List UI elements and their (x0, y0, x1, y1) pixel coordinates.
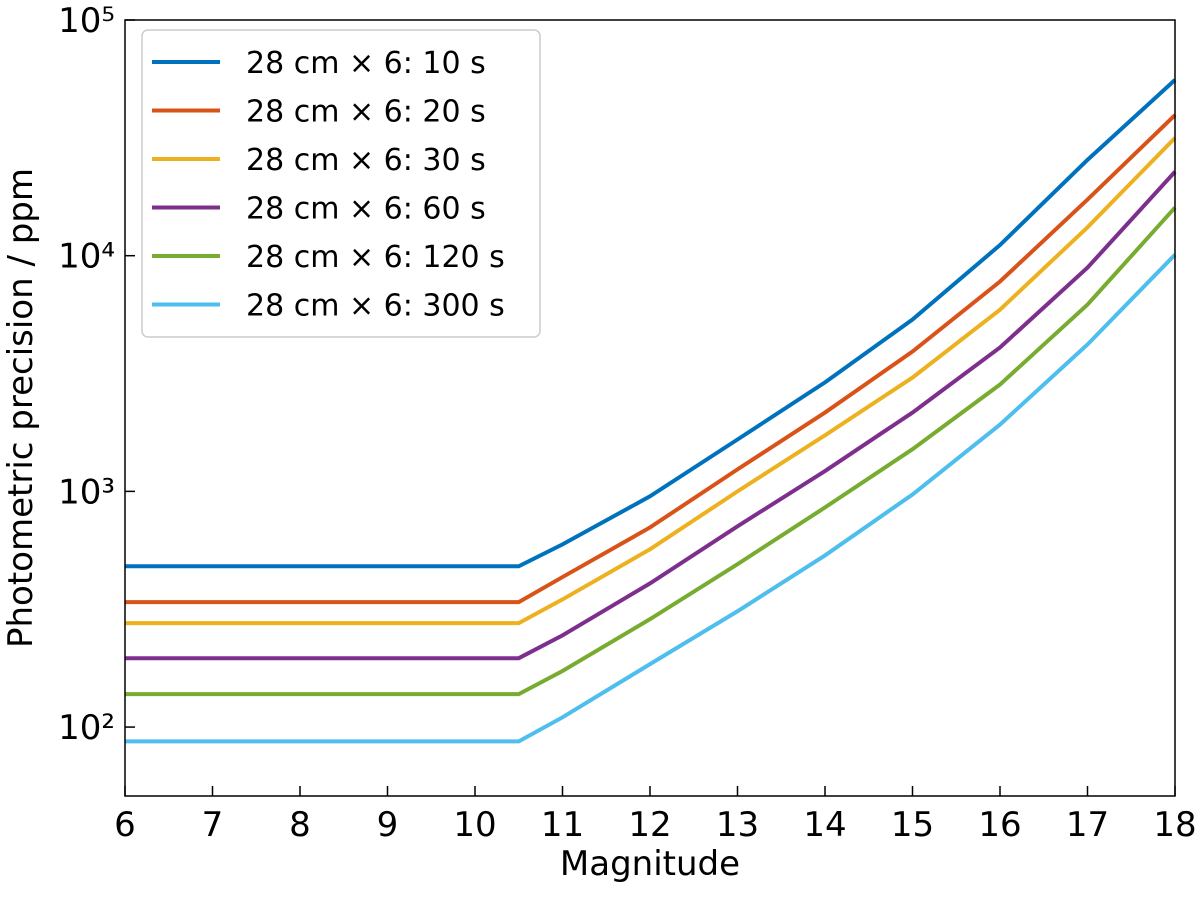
x-tick-label: 6 (114, 805, 136, 845)
plot-frame (124, 19, 1176, 797)
series-line (125, 253, 1177, 744)
series-line (125, 136, 1177, 626)
legend-label: 28 cm × 6: 60 s (246, 192, 486, 227)
series-line (125, 78, 1177, 569)
y-tick-label: 10² (58, 708, 115, 748)
y-axis-label: Photometric precision / ppm (1, 168, 41, 648)
x-tick-label: 17 (1066, 805, 1109, 845)
legend-box (141, 29, 541, 338)
x-tick-label: 10 (453, 805, 496, 845)
x-tick-label: 14 (803, 805, 846, 845)
x-tick-label: 18 (1153, 805, 1196, 845)
x-tick-label: 13 (716, 805, 759, 845)
x-tick-label: 8 (289, 805, 311, 845)
y-tick-label: 10⁴ (58, 237, 115, 277)
legend-label: 28 cm × 6: 120 s (246, 240, 505, 275)
series-line (125, 206, 1177, 697)
x-tick-label: 11 (541, 805, 584, 845)
legend-label: 28 cm × 6: 300 s (246, 289, 505, 324)
x-tick-label: 12 (628, 805, 671, 845)
x-tick-label: 7 (202, 805, 224, 845)
x-axis-label: Magnitude (560, 844, 740, 884)
y-tick-label: 10³ (58, 472, 115, 512)
legend-label: 28 cm × 6: 20 s (246, 95, 486, 130)
series-line (125, 113, 1177, 605)
x-tick-label: 15 (891, 805, 934, 845)
y-tick-label: 10⁵ (58, 1, 115, 41)
x-tick-label: 9 (377, 805, 399, 845)
series-line (125, 170, 1177, 661)
x-tick-label: 16 (978, 805, 1021, 845)
legend: 28 cm × 6: 10 s 28 cm × 6: 20 s 28 cm × 6:… (141, 29, 541, 338)
legend-label: 28 cm × 6: 10 s (246, 46, 486, 81)
legend-label: 28 cm × 6: 30 s (246, 143, 486, 178)
